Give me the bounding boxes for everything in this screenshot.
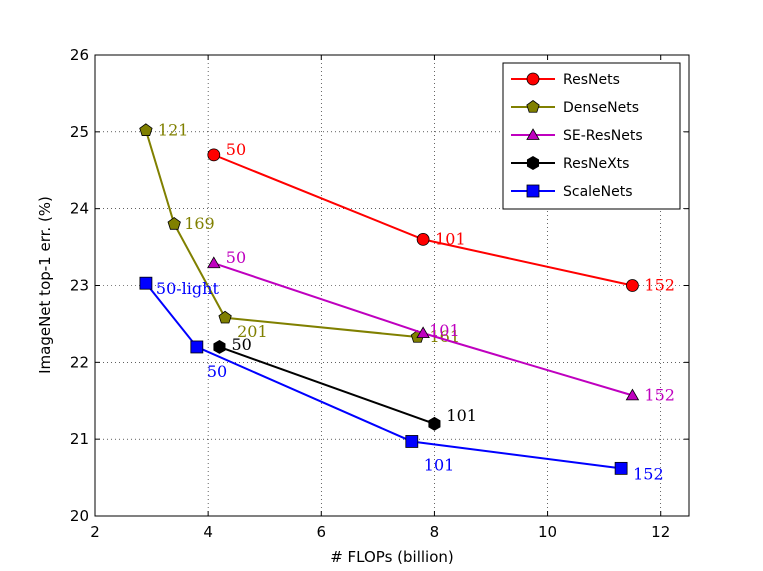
x-tick-label: 10 <box>538 523 557 541</box>
legend-marker <box>526 100 540 113</box>
legend-marker <box>526 156 540 170</box>
legend-label: SE-ResNets <box>563 128 643 144</box>
data-label-resnexts: 101 <box>446 406 477 425</box>
legend-item-resnets: ResNets <box>511 72 620 88</box>
data-label-densenets: 169 <box>184 214 215 233</box>
series-resnexts: 50 101 <box>213 335 477 431</box>
data-label-resnets: 50 <box>226 140 246 159</box>
data-label-resnets: 152 <box>644 276 675 295</box>
legend-marker <box>526 184 540 198</box>
data-point-densenets <box>167 217 181 230</box>
legend-label: ResNets <box>563 72 620 88</box>
y-tick-label: 21 <box>70 430 89 448</box>
data-point-se-resnets <box>207 256 221 269</box>
data-point-scalenets <box>139 276 153 290</box>
series-line-resnexts <box>219 346 435 425</box>
series-se-resnets: 50 101 152 <box>207 248 675 404</box>
data-label-densenets: 121 <box>158 120 189 139</box>
data-point-scalenets <box>405 435 419 448</box>
x-tick-label: 6 <box>317 523 327 541</box>
data-point-densenets <box>139 123 153 136</box>
x-tick-label: 12 <box>651 523 670 541</box>
data-label-se-resnets: 152 <box>644 385 675 404</box>
data-point-se-resnets <box>416 326 430 339</box>
series-resnets: 50 101 152 <box>207 140 675 295</box>
x-tick-label: 8 <box>430 523 440 541</box>
data-label-resnets: 101 <box>435 229 466 248</box>
data-label-densenets: 201 <box>237 322 268 341</box>
legend-item-scalenets: ScaleNets <box>511 184 633 200</box>
y-axis-label: ImageNet top-1 err. (%) <box>36 196 54 374</box>
data-label-resnexts: 50 <box>231 335 251 354</box>
legend-item-se-resnets: SE-ResNets <box>511 128 643 144</box>
data-point-resnexts <box>428 416 441 431</box>
legend: ResNets DenseNets SE-ResNets ResNeXts ScaleN… <box>502 62 681 210</box>
data-point-scalenets <box>190 340 204 354</box>
legend-item-densenets: DenseNets <box>511 100 639 116</box>
data-label-scalenets: 50 <box>207 362 227 381</box>
data-point-se-resnets <box>625 388 640 401</box>
legend-label: ResNeXts <box>563 156 629 172</box>
legend-marker <box>526 128 540 140</box>
y-tick-label: 20 <box>70 507 89 525</box>
data-label-scalenets: 50-light <box>156 279 220 298</box>
legend-label: DenseNets <box>563 100 639 116</box>
data-label-scalenets: 101 <box>424 455 455 474</box>
data-point-resnets <box>416 232 430 246</box>
x-axis-label: # FLOPs (billion) <box>330 548 454 566</box>
data-point-resnets <box>207 148 221 162</box>
legend-item-resnexts: ResNeXts <box>511 156 629 172</box>
y-tick-label: 25 <box>70 123 89 141</box>
data-point-scalenets <box>614 461 628 475</box>
data-label-se-resnets: 50 <box>226 248 246 267</box>
x-tick-label: 4 <box>203 523 213 541</box>
y-tick-label: 26 <box>70 46 89 64</box>
series-scalenets: 50-light 50 101 152 <box>139 276 664 483</box>
y-tick-label: 24 <box>70 200 89 218</box>
y-tick-label: 23 <box>70 277 89 295</box>
legend-marker <box>526 72 540 86</box>
data-point-densenets <box>218 310 232 324</box>
data-point-resnets <box>626 279 639 292</box>
data-label-se-resnets: 101 <box>429 321 460 340</box>
series-line-scalenets <box>145 282 622 470</box>
y-tick-label: 22 <box>70 353 89 371</box>
data-label-scalenets: 152 <box>633 464 664 483</box>
series-line-densenets <box>144 130 418 338</box>
legend-label: ScaleNets <box>563 184 633 200</box>
x-tick-label: 2 <box>90 523 100 541</box>
data-point-resnexts <box>213 340 226 354</box>
